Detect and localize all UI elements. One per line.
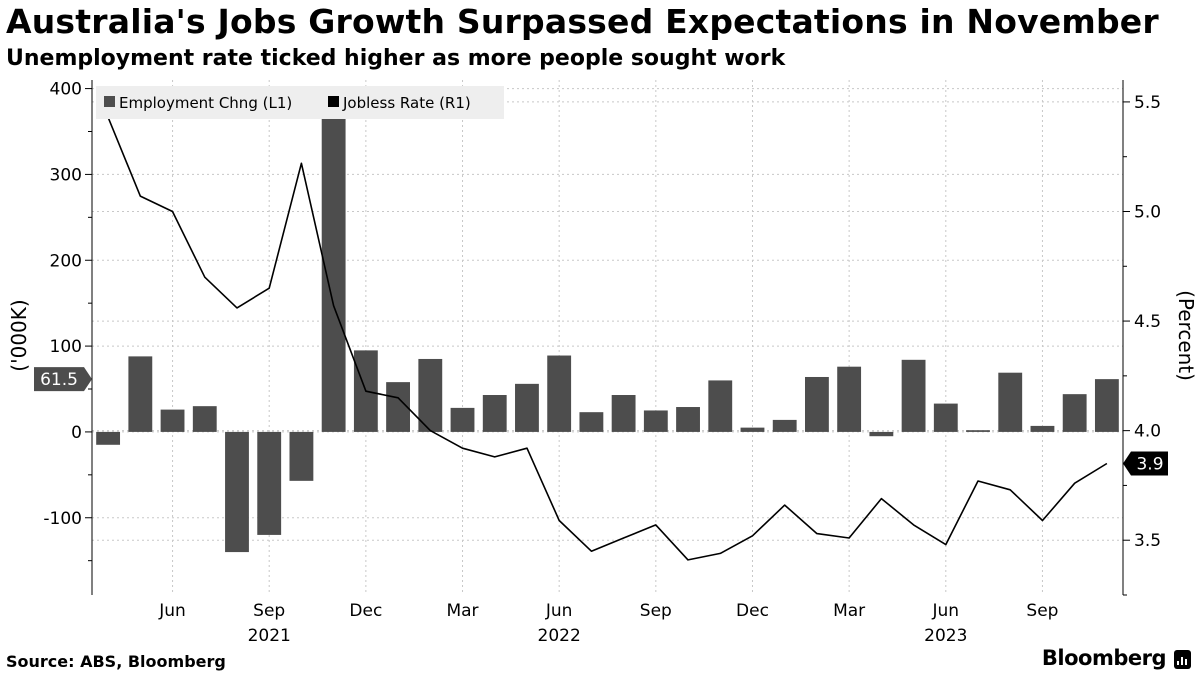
x-tick-label: Dec xyxy=(736,601,769,621)
employment-bar xyxy=(321,114,346,432)
employment-bar xyxy=(257,431,282,535)
employment-bar xyxy=(966,430,990,432)
left-axis-title: ('000K) xyxy=(7,299,31,371)
year-label: 2023 xyxy=(924,626,967,646)
employment-bar xyxy=(515,383,539,432)
employment-bar xyxy=(128,356,153,432)
employment-bar xyxy=(547,355,572,432)
employment-bar xyxy=(837,366,862,432)
last-value-labels: 61.5 3.9 xyxy=(34,367,1168,476)
employment-bar xyxy=(192,406,217,432)
employment-bar xyxy=(160,409,185,432)
legend-swatch-employment xyxy=(104,96,115,107)
last-value-marker-jobless xyxy=(1123,451,1168,476)
employment-bar xyxy=(805,376,829,432)
employment-bar xyxy=(96,431,121,445)
legend: Employment Chng (L1) Jobless Rate (R1) xyxy=(96,86,504,119)
left-tick-label: 200 xyxy=(50,251,82,271)
x-tick-label: Jun xyxy=(545,601,573,621)
chart-title: Australia's Jobs Growth Surpassed Expect… xyxy=(6,2,1159,41)
right-axis-title: (Percent) xyxy=(1174,290,1198,381)
left-tick-label: 0 xyxy=(71,423,82,443)
right-tick-label: 3.5 xyxy=(1134,531,1161,551)
x-tick-label: Sep xyxy=(1026,601,1058,621)
employment-bar xyxy=(708,380,733,432)
year-label: 2022 xyxy=(538,626,581,646)
x-tick-label: Mar xyxy=(446,601,478,621)
x-tick-label: Dec xyxy=(349,601,382,621)
bloomberg-logo: Bloomberg xyxy=(1041,646,1167,670)
right-tick-label: 5.0 xyxy=(1134,202,1161,222)
right-tick-label: 4.0 xyxy=(1134,422,1161,442)
left-tick-label: 300 xyxy=(50,165,82,185)
employment-bar xyxy=(289,431,314,481)
x-tick-label: Sep xyxy=(253,601,285,621)
employment-bar xyxy=(418,358,443,432)
x-tick-label: Jun xyxy=(158,601,186,621)
legend-swatch-jobless xyxy=(328,96,339,107)
x-tick-label: Jun xyxy=(932,601,960,621)
employment-bar xyxy=(643,410,668,432)
employment-bar xyxy=(450,407,475,432)
employment-bar xyxy=(1030,425,1055,432)
legend-background xyxy=(96,86,504,119)
bloomberg-terminal-icon xyxy=(1174,650,1191,669)
left-tick-label: 100 xyxy=(50,337,82,357)
legend-label-employment: Employment Chng (L1) xyxy=(119,94,292,112)
employment-bar xyxy=(869,431,894,437)
employment-bar xyxy=(611,395,636,432)
employment-bar xyxy=(998,372,1023,432)
legend-label-jobless: Jobless Rate (R1) xyxy=(342,94,471,112)
last-value-marker-employment xyxy=(34,367,92,392)
employment-bar xyxy=(740,427,765,432)
year-label: 2021 xyxy=(248,626,291,646)
employment-bar xyxy=(1094,379,1119,432)
employment-bar xyxy=(676,407,700,432)
right-tick-label: 4.5 xyxy=(1134,312,1161,332)
last-value-jobless: 3.9 xyxy=(1136,455,1163,475)
right-tick-label: 5.5 xyxy=(1134,93,1161,113)
axes: 400 300 200 100 0 -100 5.5 5.0 4.5 4.0 3.5 ('000K) (… xyxy=(7,80,1198,646)
left-tick-label: -100 xyxy=(43,509,82,529)
jobless-rate-line xyxy=(107,116,1108,561)
last-value-employment: 61.5 xyxy=(40,370,78,390)
employment-bar xyxy=(772,419,797,432)
source-note: Source: ABS, Bloomberg xyxy=(6,652,226,671)
left-tick-label: 400 xyxy=(50,80,82,100)
employment-bars xyxy=(96,114,1119,553)
employment-bar xyxy=(386,382,410,432)
x-tick-label: Sep xyxy=(640,601,672,621)
x-tick-label: Mar xyxy=(833,601,865,621)
employment-bar xyxy=(225,431,249,553)
chart-subtitle: Unemployment rate ticked higher as more … xyxy=(6,46,786,71)
employment-bar xyxy=(579,412,604,432)
employment-bar xyxy=(901,359,926,432)
employment-bar xyxy=(1062,394,1087,432)
employment-bar xyxy=(933,403,958,432)
employment-bar xyxy=(482,395,507,432)
